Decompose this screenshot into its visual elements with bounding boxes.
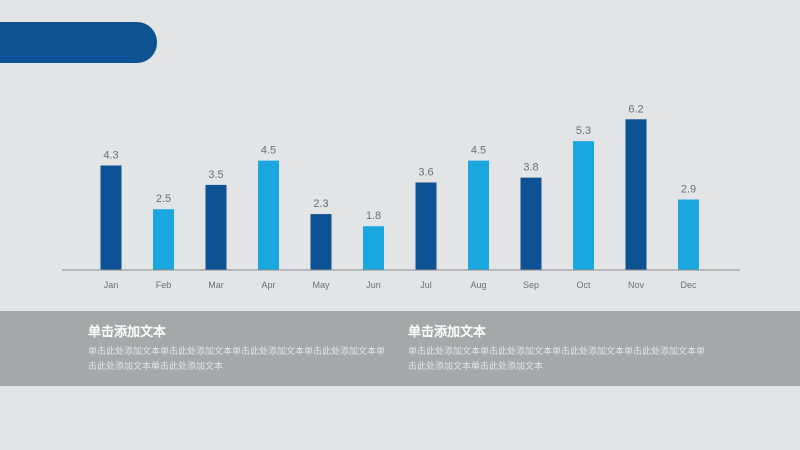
text-block-title: 单击添加文本 [88,325,167,340]
data-label: 5.3 [576,125,591,137]
bar-jul [415,182,437,270]
data-label: 3.5 [208,169,223,181]
text-block-1: 单击添加文本 单击此处添加文本单击此处添加文本单击此处添加文本单击此处添加文本单… [88,325,388,375]
text-block-body: 单击此处添加文本单击此处添加文本单击此处添加文本单击此处添加文本单击此处添加文本… [408,347,706,372]
bar-dec [678,199,699,270]
text-block-body: 单击此处添加文本单击此处添加文本单击此处添加文本单击此处添加文本单击此处添加文本… [88,347,386,372]
bar-apr [258,160,279,270]
bar-jun [363,226,384,270]
x-tick-label: Jun [366,280,381,290]
data-label: 3.6 [418,166,433,178]
x-tick-label: Sep [523,280,539,290]
text-block-2: 单击添加文本 单击此处添加文本单击此处添加文本单击此处添加文本单击此处添加文本单… [408,325,708,375]
bar-aug [468,160,489,270]
bar-nov [625,119,647,271]
data-label: 2.9 [681,184,696,196]
data-label: 4.3 [103,149,118,161]
data-label: 3.8 [523,162,538,174]
data-label: 1.8 [366,210,381,222]
data-label: 2.5 [156,193,171,205]
x-tick-label: Dec [680,280,697,290]
data-label: 4.5 [261,145,276,157]
bar-mar [205,184,227,270]
x-tick-label: Apr [261,280,275,290]
data-label: 2.3 [313,198,328,210]
x-tick-label: Nov [628,280,645,290]
bar-jan [100,165,122,270]
data-label: 4.5 [471,145,486,157]
x-tick-label: Feb [156,280,172,290]
bar-oct [573,141,594,270]
x-tick-label: May [312,280,330,290]
bar-feb [153,209,174,270]
text-band: 单击添加文本 单击此处添加文本单击此处添加文本单击此处添加文本单击此处添加文本单… [0,311,800,386]
title-tab [0,22,157,63]
text-block-title: 单击添加文本 [408,325,487,340]
x-tick-label: Jul [420,280,432,290]
x-tick-label: Mar [208,280,224,290]
x-tick-label: Aug [470,280,486,290]
bar-sep [520,177,542,270]
bar-may [310,214,332,270]
data-label: 6.2 [628,103,643,115]
x-tick-label: Oct [576,280,591,290]
bar-chart: 4.3 Jan 2.5 Feb 3.5 Mar 4.5 Apr 2.3 May 1.8 Jun 3.6 J… [62,103,740,290]
x-tick-label: Jan [104,280,119,290]
